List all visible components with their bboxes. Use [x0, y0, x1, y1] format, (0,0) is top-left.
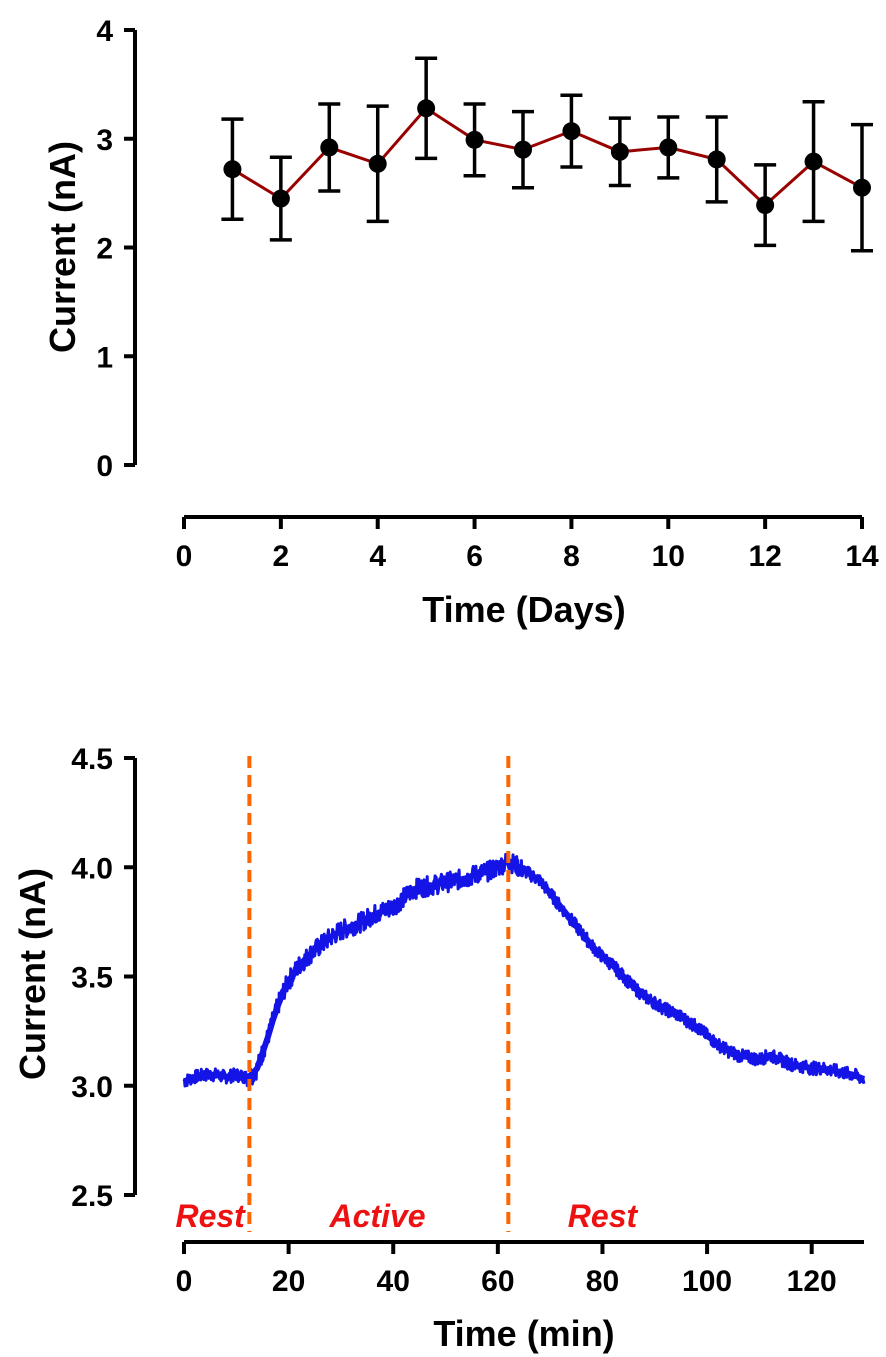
data-point: [853, 178, 871, 197]
y-tick-label: 4.5: [71, 743, 113, 776]
data-point: [514, 140, 532, 159]
x-tick-label: 6: [466, 540, 483, 573]
data-point: [368, 154, 387, 173]
x-tick-label: 14: [845, 540, 879, 573]
data-series: [182, 852, 866, 1088]
phase-dividers: [247, 756, 511, 1232]
phase-label: Rest: [568, 1198, 639, 1234]
y-tick-label: 4: [96, 15, 113, 48]
x-tick-label: 20: [272, 1265, 305, 1298]
data-point: [271, 189, 290, 208]
x-tick-label: 100: [682, 1265, 732, 1298]
x-tick-label: 4: [369, 540, 386, 573]
x-tick-label: 2: [273, 540, 290, 573]
x-tick-label: 120: [787, 1265, 837, 1298]
y-tick-label: 3.0: [71, 1071, 113, 1104]
x-ticks: 0 20 40 60 80 100 120: [176, 1242, 837, 1298]
data-point: [562, 122, 581, 141]
phase-labels: Rest Active Rest: [175, 1198, 638, 1234]
data-point: [707, 150, 726, 169]
series-line-core: [182, 857, 866, 1085]
data-point: [465, 130, 484, 149]
x-axis-title: Time (min): [433, 1313, 614, 1354]
data-point: [610, 142, 629, 161]
y-ticks: 0 1 2 3 4: [96, 15, 135, 483]
x-tick-label: 10: [652, 540, 685, 573]
x-tick-label: 80: [586, 1265, 619, 1298]
x-tick-label: 60: [481, 1265, 514, 1298]
phase-label: Active: [329, 1198, 426, 1234]
y-axis-title: Current (nA): [42, 141, 83, 353]
x-tick-label: 0: [176, 540, 193, 573]
data-point: [417, 99, 436, 118]
x-ticks: 0 2 4 6 8 10 12 14: [176, 517, 879, 573]
y-tick-label: 4.0: [71, 852, 113, 885]
chart-minutes-axes: [133, 758, 864, 1244]
chart-days-axes: [133, 30, 862, 519]
y-tick-label: 3: [96, 124, 113, 157]
y-ticks: 2.5 3.0 3.5 4.0 4.5: [71, 743, 135, 1213]
data-point: [659, 138, 678, 157]
chart-minutes: 2.5 3.0 3.5 4.0 4.5 0 20 40 60 80 100 120 Rest Acti…: [12, 743, 866, 1354]
data-point: [320, 138, 339, 157]
phase-label: Rest: [175, 1198, 246, 1234]
y-axis-title: Current (nA): [12, 868, 53, 1080]
data-point: [223, 160, 242, 179]
y-tick-label: 0: [96, 450, 113, 483]
y-tick-label: 3.5: [71, 962, 113, 995]
x-axis-title: Time (Days): [422, 589, 625, 630]
x-tick-label: 0: [176, 1265, 193, 1298]
y-tick-label: 2.5: [71, 1180, 113, 1213]
x-tick-label: 12: [748, 540, 781, 573]
x-tick-label: 40: [377, 1265, 410, 1298]
x-tick-label: 8: [563, 540, 580, 573]
y-tick-label: 1: [96, 341, 113, 374]
data-point: [756, 196, 775, 215]
data-series: [221, 56, 873, 253]
series-line: [182, 852, 866, 1088]
data-point: [804, 152, 823, 171]
y-tick-label: 2: [96, 233, 113, 266]
